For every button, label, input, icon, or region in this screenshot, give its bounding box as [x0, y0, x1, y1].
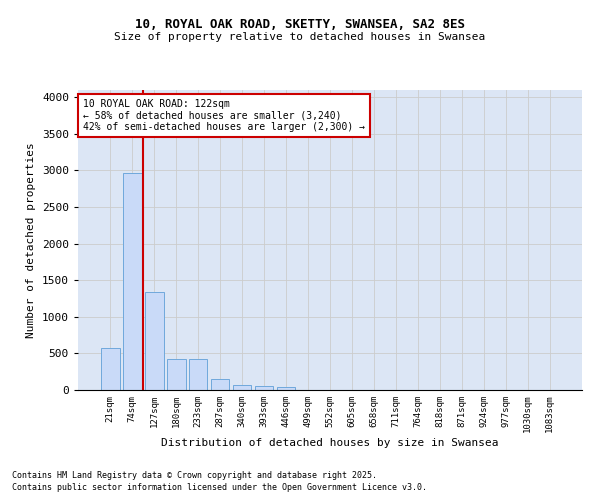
X-axis label: Distribution of detached houses by size in Swansea: Distribution of detached houses by size … — [161, 438, 499, 448]
Text: Size of property relative to detached houses in Swansea: Size of property relative to detached ho… — [115, 32, 485, 42]
Text: 10, ROYAL OAK ROAD, SKETTY, SWANSEA, SA2 8ES: 10, ROYAL OAK ROAD, SKETTY, SWANSEA, SA2… — [135, 18, 465, 30]
Text: Contains public sector information licensed under the Open Government Licence v3: Contains public sector information licen… — [12, 484, 427, 492]
Bar — [255, 386, 274, 390]
Bar — [211, 378, 229, 390]
Bar — [123, 172, 142, 390]
Text: Contains HM Land Registry data © Crown copyright and database right 2025.: Contains HM Land Registry data © Crown c… — [12, 471, 377, 480]
Bar — [277, 388, 295, 390]
Bar — [101, 348, 119, 390]
Text: 10 ROYAL OAK ROAD: 122sqm
← 58% of detached houses are smaller (3,240)
42% of se: 10 ROYAL OAK ROAD: 122sqm ← 58% of detac… — [83, 99, 365, 132]
Bar — [145, 292, 164, 390]
Bar — [167, 358, 185, 390]
Y-axis label: Number of detached properties: Number of detached properties — [26, 142, 37, 338]
Bar — [233, 384, 251, 390]
Bar — [189, 358, 208, 390]
